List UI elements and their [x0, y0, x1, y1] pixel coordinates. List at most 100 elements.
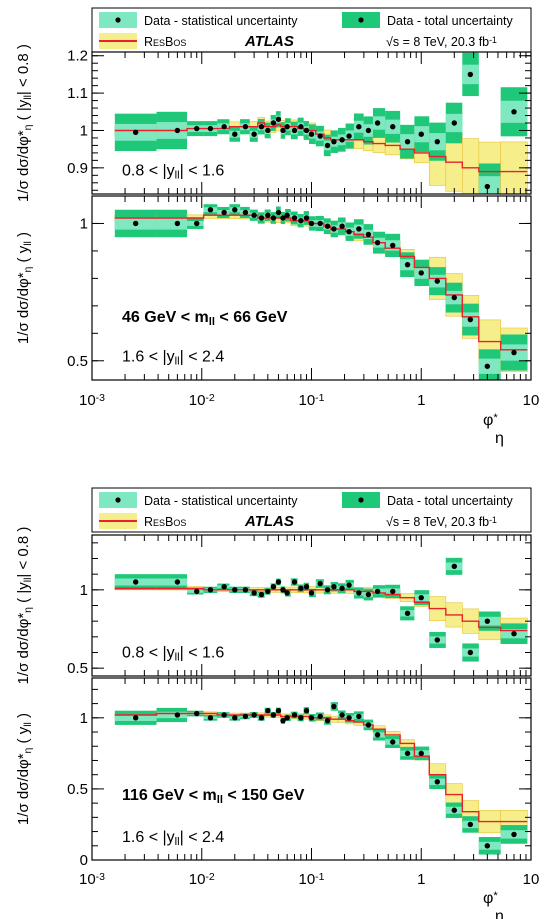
x-tick-exp: -3	[96, 392, 105, 404]
data-point	[346, 229, 352, 235]
atlas-label: ATLAS	[244, 33, 294, 50]
data-point	[484, 363, 491, 369]
x-tick-label: 10-1	[298, 392, 324, 409]
y-axis-title-part: η	[22, 607, 34, 613]
y-axis-title-part: dφ*	[15, 272, 32, 296]
x-tick-exp: -3	[96, 871, 105, 883]
legend-frame	[91, 7, 532, 53]
data-point	[374, 588, 381, 595]
data-point	[291, 215, 298, 221]
data-point	[308, 715, 315, 721]
region-label-part: y	[167, 349, 175, 366]
data-point	[251, 212, 257, 218]
data-point	[280, 717, 286, 724]
mass-label-part: < 66 GeV	[215, 309, 288, 326]
y-axis-title-part: ll	[22, 241, 34, 246]
data-point	[194, 125, 200, 132]
data-point	[434, 138, 440, 145]
region-label-part: ll	[175, 836, 180, 848]
data-point	[207, 587, 214, 593]
data-point	[356, 713, 362, 720]
y-axis-title: 1/σ dσ/dφ*η ( |yll| < 0.8 )	[15, 527, 34, 685]
x-tick-base: 10	[189, 871, 206, 888]
data-point	[132, 579, 139, 585]
data-point	[251, 712, 257, 718]
x-tick-base: 10	[298, 871, 315, 888]
data-point	[511, 349, 517, 356]
data-point	[132, 129, 139, 136]
mass-label: 46 GeV < mll < 66 GeV	[122, 309, 288, 328]
legend-total-label: Data - total uncertainty	[387, 494, 514, 508]
y-tick-label: 1.2	[67, 48, 88, 65]
data-point	[275, 209, 282, 216]
data-point	[291, 127, 298, 134]
data-point	[298, 218, 304, 224]
x-tick-exp: -2	[205, 871, 214, 883]
data-point	[265, 588, 271, 595]
data-point	[451, 807, 457, 813]
data-point	[451, 294, 457, 301]
data-point	[434, 278, 440, 284]
data-point	[418, 594, 424, 601]
x-axis-title: φ*	[483, 412, 498, 429]
y-axis-title-part: y	[15, 245, 32, 253]
atlas-label: ATLAS	[244, 513, 294, 530]
panel-content	[114, 557, 528, 662]
x-tick-base: 1	[417, 392, 425, 409]
x-axis-title: φ*	[483, 890, 498, 907]
stat-uncertainty-band	[156, 578, 188, 586]
mass-label-part: m	[195, 309, 209, 326]
data-point	[242, 713, 249, 720]
data-point	[270, 584, 277, 590]
x-tick-exp: -1	[315, 392, 324, 404]
panel-content	[114, 52, 528, 194]
y-tick-label: 1	[80, 215, 88, 232]
data-point	[331, 138, 337, 145]
y-tick-label: 1	[80, 122, 88, 139]
region-label-part: | < 2.4	[180, 349, 225, 366]
region-label: 0.8 < |yll| < 1.6	[122, 163, 224, 182]
data-point	[418, 750, 424, 757]
region-label-part: y	[167, 829, 175, 846]
data-point	[174, 127, 181, 134]
data-point	[339, 223, 345, 229]
mass-label-part: ll	[217, 794, 223, 806]
region-label-part: | < 2.4	[180, 829, 225, 846]
panel-2-2: 00.511.6 < |yll| < 2.41/σ dσ/dφ*η ( yll …	[15, 677, 532, 869]
data-point	[132, 220, 139, 227]
data-point	[270, 120, 277, 126]
y-tick-label: 1	[80, 710, 88, 727]
data-point	[174, 579, 181, 585]
data-point	[390, 588, 396, 595]
x-tick-base: 10	[523, 871, 540, 888]
panel-content	[114, 204, 528, 380]
x-tick-base: 10	[523, 392, 540, 409]
data-point	[280, 127, 286, 134]
data-point	[194, 588, 200, 595]
stat-uncertainty-band	[156, 711, 188, 719]
data-point	[280, 215, 286, 221]
data-point	[434, 637, 440, 643]
data-point	[251, 131, 257, 137]
data-point	[308, 220, 315, 227]
region-label: 1.6 < |yll| < 2.4	[122, 349, 224, 368]
data-point	[303, 708, 310, 714]
energy-label: √s = 8 TeV, 20.3 fb-1	[386, 35, 497, 49]
y-tick-label: 0.9	[67, 160, 88, 177]
x-tick-base: 10	[79, 392, 96, 409]
data-point	[298, 715, 304, 721]
y-axis-title-part: )	[15, 713, 32, 722]
x-title-phi: φ	[483, 412, 493, 429]
panel-1-2: 0.511.6 < |yll| < 2.41/σ dσ/dφ*η ( yll )	[15, 195, 532, 381]
data-point	[265, 212, 271, 218]
data-point	[467, 821, 474, 828]
panel-1-1: 0.911.11.20.8 < |yll| < 1.61/σ dσ/dφ*η (…	[15, 44, 532, 202]
y-tick-label: 0.5	[67, 781, 88, 798]
y-axis-title-part: ll	[22, 95, 34, 100]
x-tick-base: 10	[298, 392, 315, 409]
data-point	[242, 209, 249, 216]
y-axis-title-part: η	[22, 266, 34, 272]
data-point	[356, 590, 362, 596]
data-point	[484, 618, 491, 624]
data-point	[390, 124, 396, 130]
